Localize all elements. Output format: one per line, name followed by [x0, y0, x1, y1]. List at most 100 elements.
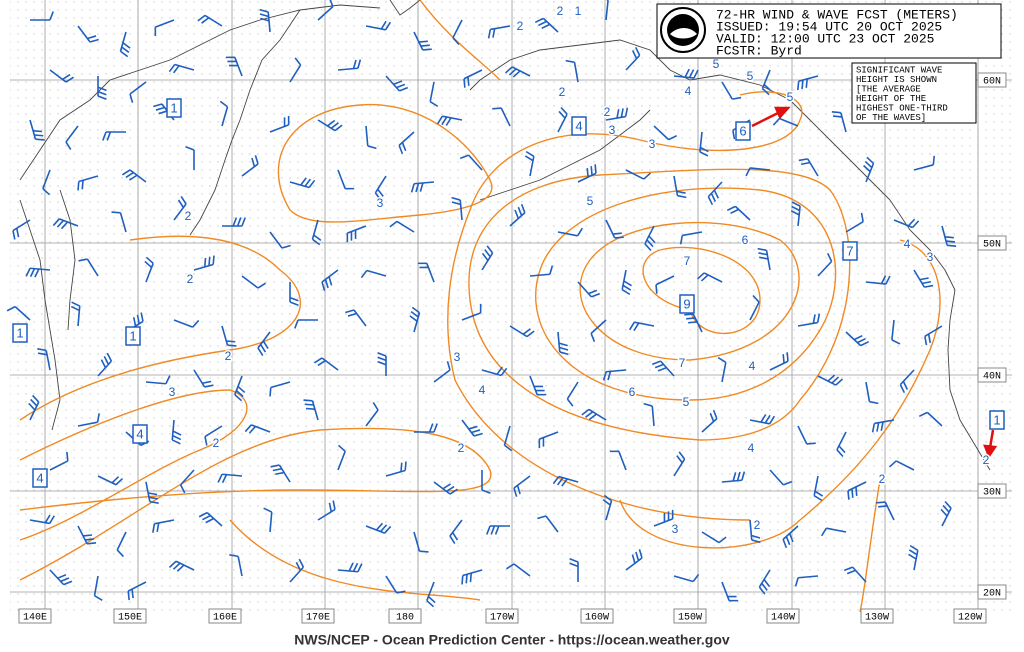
wind-barb [225, 56, 243, 77]
wind-barb [534, 17, 559, 33]
barb-feather [94, 595, 103, 601]
barb-feather [192, 319, 200, 328]
barb-feather [591, 292, 601, 298]
barb-feather [516, 485, 521, 495]
barb-feather [581, 408, 590, 416]
wave-contours [19, 0, 941, 613]
barb-staff [30, 267, 51, 271]
barb-feather [321, 281, 326, 291]
barb-feather [409, 315, 418, 322]
lon-label-box [208, 608, 242, 624]
barb-staff [769, 360, 789, 371]
wind-barb [893, 218, 920, 229]
barb-feather [62, 73, 71, 81]
lon-label: 160E [213, 613, 237, 624]
barb-feather [484, 249, 491, 258]
barb-staff [577, 281, 592, 298]
barb-feather [89, 38, 99, 43]
wind-barb [121, 169, 147, 183]
barb-staff [93, 575, 99, 596]
barb-staff [797, 425, 808, 445]
barb-feather [835, 378, 844, 386]
barb-feather [232, 217, 238, 227]
value-box [125, 326, 141, 346]
barb-feather [603, 494, 612, 502]
barb-feather [918, 411, 928, 418]
barb-staff [86, 258, 99, 277]
barb-feather [679, 235, 684, 245]
barb-feather [400, 462, 403, 472]
barb-feather [294, 57, 302, 66]
barb-staff [127, 581, 147, 592]
barb-staff [625, 557, 643, 571]
barb-staff [278, 464, 291, 483]
barb-feather [180, 195, 187, 205]
wind-barb [317, 500, 336, 521]
wind-barb [557, 106, 568, 133]
barb-feather [396, 83, 406, 89]
contour-label: 3 [649, 137, 656, 151]
barb-feather [352, 59, 357, 69]
barb-staff [12, 219, 31, 232]
barb-feather [800, 161, 811, 166]
barb-feather [205, 517, 215, 524]
barb-feather [198, 511, 208, 518]
barb-staff [193, 263, 214, 271]
barb-feather [251, 157, 256, 167]
wind-barb [577, 164, 597, 183]
wind-barb [317, 0, 334, 21]
wind-barb [97, 352, 113, 377]
barb-staff [289, 64, 302, 83]
barb-feather [791, 201, 801, 207]
barb-staff [924, 325, 943, 337]
barb-feather [786, 352, 789, 362]
barb-feather [643, 402, 653, 407]
barb-feather [700, 274, 709, 282]
wind-barb [769, 352, 789, 371]
barb-staff [396, 220, 415, 233]
barb-staff [529, 156, 535, 177]
wind-barb [644, 225, 656, 252]
barb-feather [880, 421, 884, 431]
barb-staff [311, 400, 319, 421]
barb-staff [529, 273, 550, 277]
barb-feather [558, 110, 566, 119]
barb-feather [65, 76, 75, 83]
barb-feather [148, 496, 158, 500]
contour-label: 2 [557, 4, 564, 18]
barb-feather [272, 467, 282, 472]
barb-feather [111, 476, 120, 484]
wind-barb [78, 258, 99, 277]
barb-feather [451, 201, 461, 206]
barb-feather [393, 80, 403, 86]
boxed-value: 4 [136, 426, 143, 441]
wind-barb [673, 175, 687, 199]
barb-feather [204, 436, 208, 446]
wind-barb [337, 59, 362, 71]
wind-barb [144, 256, 154, 283]
barb-feather [122, 42, 131, 49]
barb-feather [559, 351, 569, 356]
wind-barb [303, 399, 319, 421]
barb-feather [790, 210, 800, 216]
barb-feather [524, 155, 534, 162]
wind-barb [433, 361, 451, 383]
lon-label: 170E [306, 613, 330, 624]
wind-barb [673, 68, 699, 79]
barb-feather [569, 558, 579, 563]
barb-feather [263, 507, 273, 513]
wind-barb [749, 294, 760, 321]
barb-feather [785, 536, 791, 546]
barb-feather [148, 492, 158, 496]
barb-feather [534, 17, 544, 24]
barb-feather [172, 434, 182, 441]
barb-feather [25, 267, 31, 277]
wind-barb [625, 549, 643, 571]
lat-label: 20N [983, 589, 1001, 600]
value-box [571, 116, 587, 136]
lon-label: 130W [865, 613, 889, 624]
barb-feather [481, 489, 491, 494]
wind-barb [537, 515, 559, 533]
barb-feather [131, 588, 134, 599]
contour-label: 2 [754, 518, 761, 532]
